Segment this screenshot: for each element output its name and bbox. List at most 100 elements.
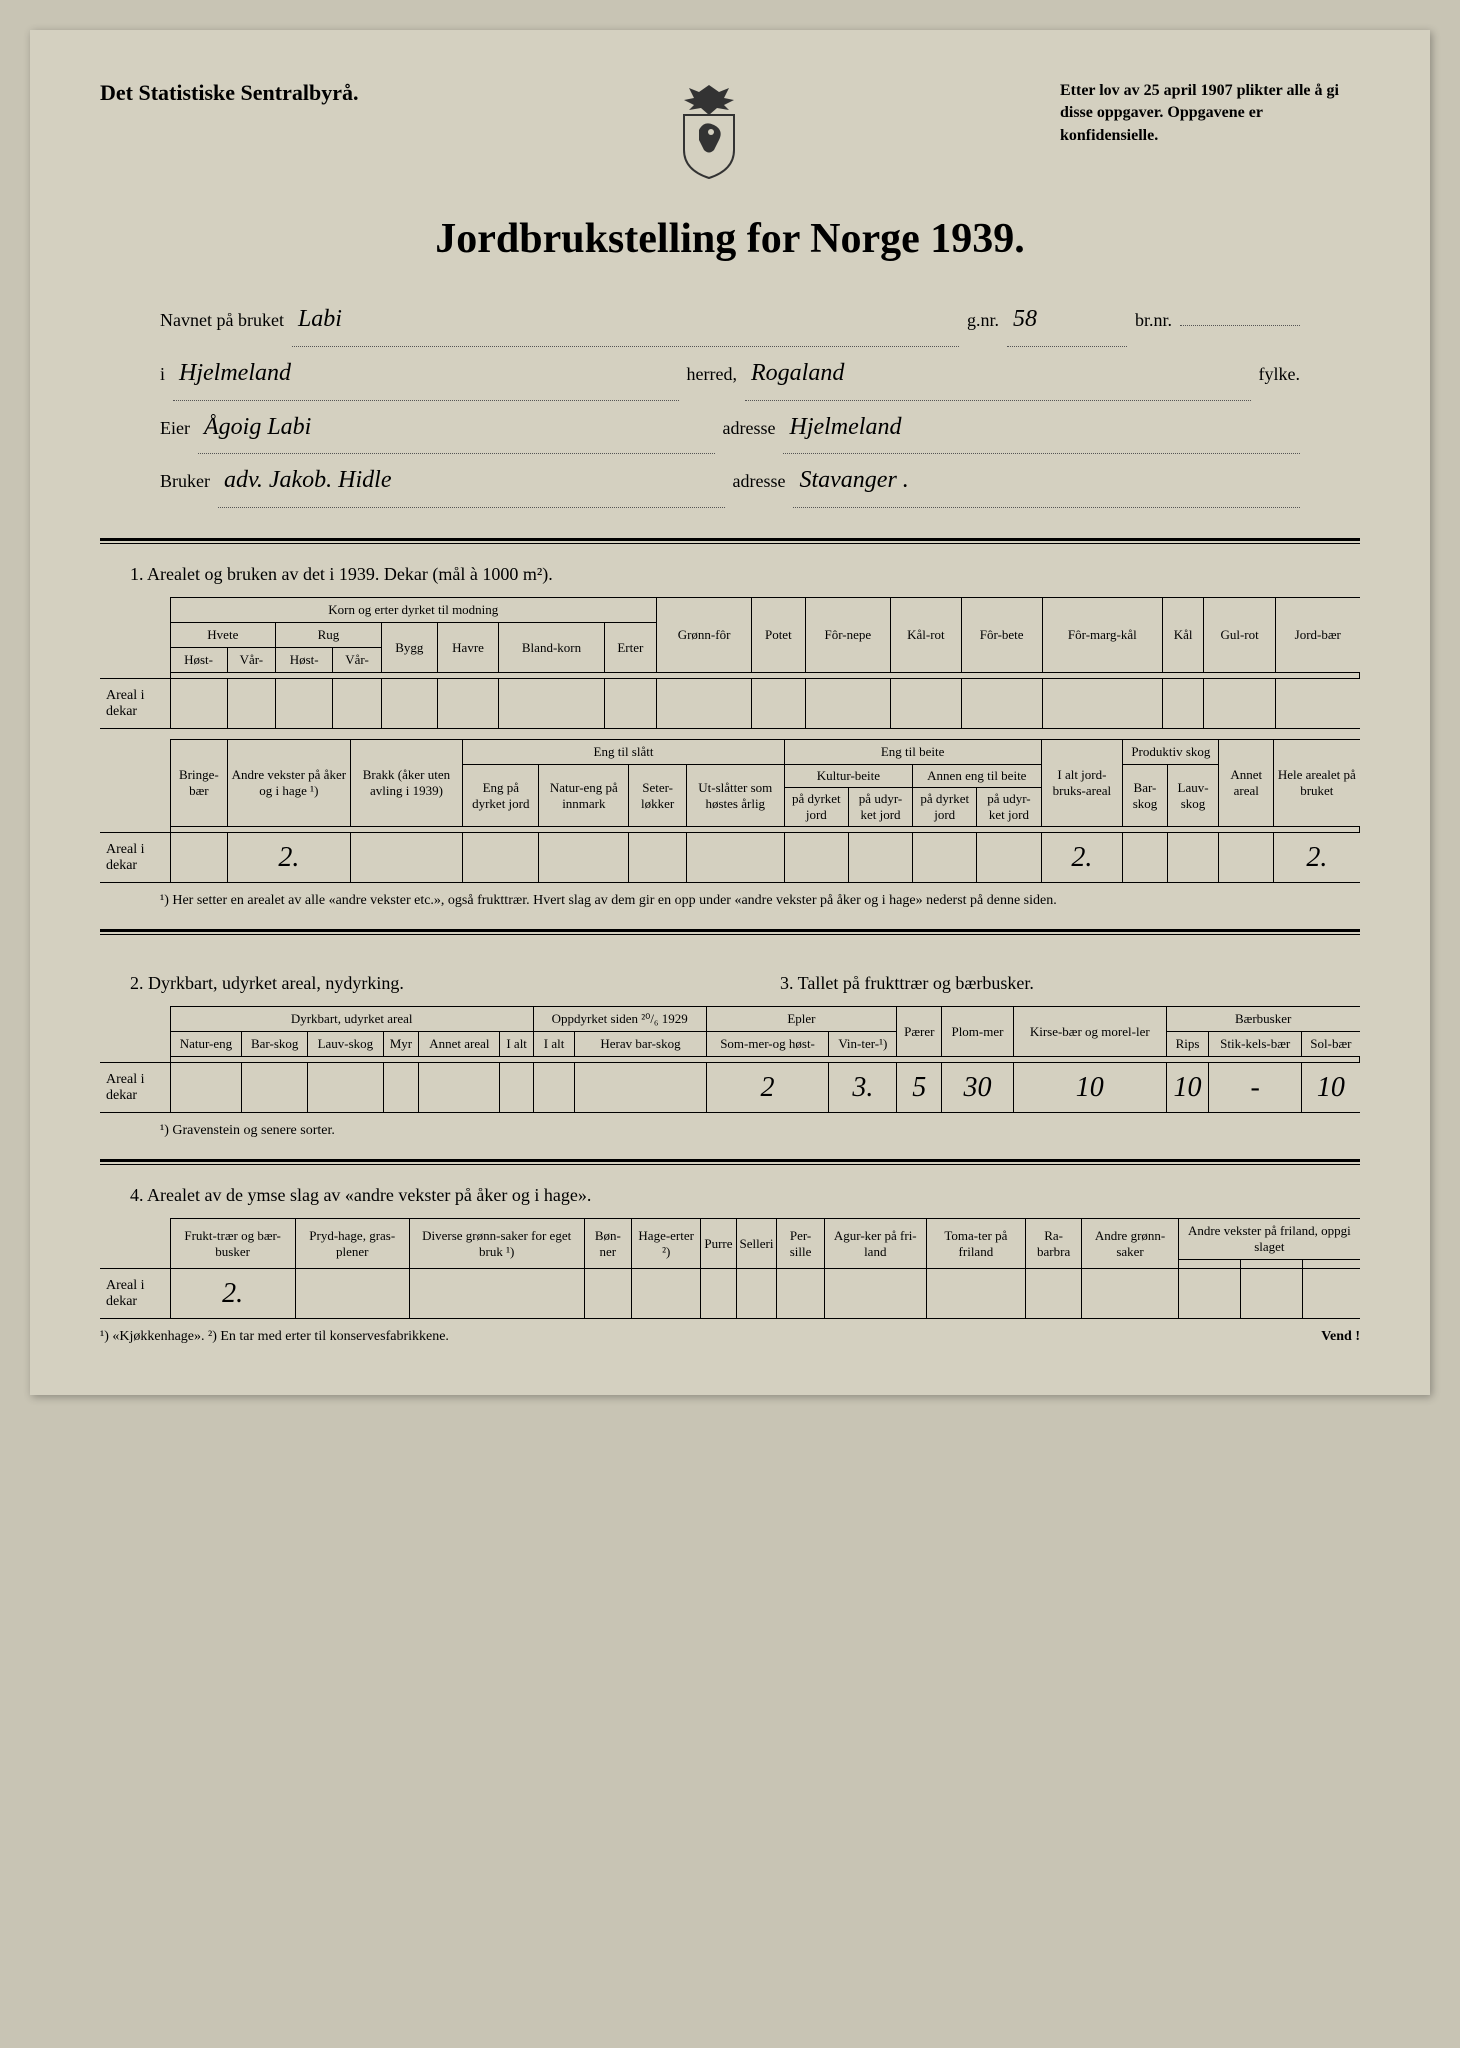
label-bruker: Bruker xyxy=(160,462,210,502)
th-lauvskog2: Lauv-skog xyxy=(308,1032,384,1057)
th-myr: Myr xyxy=(383,1032,419,1057)
th-korn: Korn og erter dyrket til modning xyxy=(170,598,657,623)
th-bringebaer: Bringe-bær xyxy=(170,740,228,827)
field-gnr: 58 xyxy=(1007,293,1127,347)
th-pryd: Pryd-hage, gras-plener xyxy=(295,1219,409,1269)
crest-icon xyxy=(669,80,749,180)
th-agurker: Agur-ker på fri-land xyxy=(824,1219,926,1269)
th-dyrkbart: Dyrkbart, udyrket areal xyxy=(170,1007,533,1032)
th-purre: Purre xyxy=(701,1219,736,1269)
th-rabarbra: Ra-barbra xyxy=(1025,1219,1081,1269)
th-annetareal2: Annet areal xyxy=(419,1032,500,1057)
th-lauvskog: Lauv-skog xyxy=(1167,765,1219,827)
label-fylke: fylke. xyxy=(1259,355,1300,395)
th-utslatt: Ut-slåtter som høstes årlig xyxy=(686,765,784,827)
th-annet-areal: Annet areal xyxy=(1219,740,1274,827)
th-hele: Hele arealet på bruket xyxy=(1274,740,1360,827)
th-rug: Rug xyxy=(276,623,382,648)
th-host1: Høst- xyxy=(170,648,227,673)
th-diverse: Diverse grønn-saker for eget bruk ¹) xyxy=(409,1219,584,1269)
th-herav: Herav bar-skog xyxy=(575,1032,706,1057)
th-potet: Potet xyxy=(752,598,806,673)
th-havre: Havre xyxy=(437,623,499,673)
val-rips: 10 xyxy=(1166,1063,1208,1113)
th-baerbusker: Bærbusker xyxy=(1166,1007,1359,1032)
footnote-2: ¹) Gravenstein og senere sorter. xyxy=(160,1123,1360,1139)
divider xyxy=(100,538,1360,544)
label-adresse1: adresse xyxy=(723,409,776,449)
th-gronnfor: Grønn-fôr xyxy=(657,598,752,673)
row-label-4: Areal i dekar xyxy=(100,1269,170,1319)
th-jordbaer: Jord-bær xyxy=(1276,598,1360,673)
th-tomater: Toma-ter på friland xyxy=(926,1219,1025,1269)
th-eng-beite: Eng til beite xyxy=(784,740,1041,765)
footnote-4: ¹) «Kjøkkenhage». ²) En tar med erter ti… xyxy=(100,1329,449,1345)
th-var1: Vår- xyxy=(227,648,276,673)
main-title: Jordbrukstelling for Norge 1939. xyxy=(100,215,1360,263)
section4-title: 4. Arealet av de ymse slag av «andre vek… xyxy=(130,1185,1360,1206)
th-frukt: Frukt-trær og bær-busker xyxy=(170,1219,295,1269)
th-andre-vekster: Andre vekster på åker og i hage ¹) xyxy=(228,740,350,827)
th-kultur: Kultur-beitepå dyrket jordpå udyr-ket jo… xyxy=(784,765,912,827)
val-vinter: 3. xyxy=(829,1063,897,1113)
th-persille: Per-sille xyxy=(777,1219,824,1269)
th-prod-skog: Produktiv skog xyxy=(1123,740,1219,765)
val-paerer: 5 xyxy=(897,1063,942,1113)
val-frukt: 2. xyxy=(170,1269,295,1319)
th-hageerter: Hage-erter ²) xyxy=(632,1219,701,1269)
org-name: Det Statistiske Sentralbyrå. xyxy=(100,80,358,106)
val-andre: 2. xyxy=(228,833,350,883)
field-navnet: Labi xyxy=(292,293,959,347)
th-ialt2: I alt xyxy=(500,1032,533,1057)
section3-title: 3. Tallet på frukttrær og bærbusker. xyxy=(780,973,1360,994)
label-eier: Eier xyxy=(160,409,190,449)
form-section: Navnet på bruket Labi g.nr. 58 br.nr. i … xyxy=(160,293,1300,508)
val-stikkels: - xyxy=(1209,1063,1302,1113)
th-bonner: Bøn-ner xyxy=(584,1219,631,1269)
th-bygg: Bygg xyxy=(381,623,437,673)
row-label-1a: Areal i dekar xyxy=(100,679,170,729)
th-kal: Kål xyxy=(1163,598,1204,673)
th-andregronn: Andre grønn-saker xyxy=(1082,1219,1178,1269)
th-forbete: Fôr-bete xyxy=(961,598,1042,673)
th-host2: Høst- xyxy=(276,648,333,673)
table-1b: Bringe-bær Andre vekster på åker og i ha… xyxy=(100,739,1360,883)
field-eier-adresse: Hjelmeland xyxy=(783,401,1300,455)
th-seter: Seter-løkker xyxy=(629,765,686,827)
row-label-23: Areal i dekar xyxy=(100,1063,170,1113)
bottom-footnotes: ¹) «Kjøkkenhage». ²) En tar med erter ti… xyxy=(100,1329,1360,1345)
th-rips: Rips xyxy=(1166,1032,1208,1057)
th-stikkels: Stik-kels-bær xyxy=(1209,1032,1302,1057)
th-barskog: Bar-skog xyxy=(1123,765,1167,827)
divider-3 xyxy=(100,1159,1360,1165)
th-fornepe: Fôr-nepe xyxy=(805,598,890,673)
th-ialt-jord: I alt jord-bruks-areal xyxy=(1041,740,1123,827)
label-navnet: Navnet på bruket xyxy=(160,301,284,341)
field-bruker-adresse: Stavanger . xyxy=(793,454,1300,508)
footnote-1b: ¹) Her setter en arealet av alle «andre … xyxy=(160,893,1360,909)
row-label-1b: Areal i dekar xyxy=(100,833,170,883)
label-brnr: br.nr. xyxy=(1135,301,1172,341)
th-hvete: Hvete xyxy=(170,623,276,648)
label-i: i xyxy=(160,355,165,395)
th-natureng2: Natur-eng xyxy=(170,1032,242,1057)
field-herred: Hjelmeland xyxy=(173,347,679,401)
th-oppdyrket: Oppdyrket siden ²⁰/₆ 1929 xyxy=(533,1007,706,1032)
document-page: Det Statistiske Sentralbyrå. Etter lov a… xyxy=(30,30,1430,1395)
th-eng-slatt: Eng til slått xyxy=(463,740,784,765)
th-paerer: Pærer xyxy=(897,1007,942,1057)
section1-title: 1. Arealet og bruken av det i 1939. Deka… xyxy=(130,564,1360,585)
section2-title: 2. Dyrkbart, udyrket areal, nydyrking. xyxy=(130,973,710,994)
label-adresse2: adresse xyxy=(733,462,786,502)
table-4: Frukt-trær og bær-busker Pryd-hage, gras… xyxy=(100,1218,1360,1319)
th-plommer: Plom-mer xyxy=(942,1007,1013,1057)
field-fylke: Rogaland xyxy=(745,347,1251,401)
table-23: Dyrkbart, udyrket areal Oppdyrket siden … xyxy=(100,1006,1360,1113)
th-kirse: Kirse-bær og morel-ler xyxy=(1013,1007,1166,1057)
th-blandkorn: Bland-korn xyxy=(499,623,604,673)
th-andre-friland: Andre vekster på friland, oppgi slaget xyxy=(1178,1219,1360,1260)
th-annen-eng: Annen eng til beitepå dyrket jordpå udyr… xyxy=(913,765,1041,827)
field-bruker: adv. Jakob. Hidle xyxy=(218,454,725,508)
coat-of-arms xyxy=(669,80,749,185)
th-epler: Epler xyxy=(706,1007,897,1032)
